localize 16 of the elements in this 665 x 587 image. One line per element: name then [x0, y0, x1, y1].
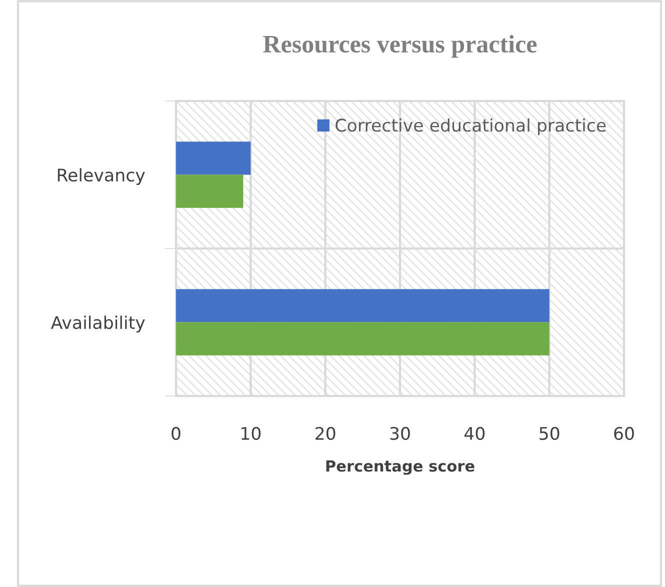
- bar: [176, 289, 550, 322]
- x-tick-label: 60: [614, 426, 634, 440]
- bar: [176, 174, 244, 208]
- x-tick-label: 40: [464, 426, 485, 440]
- x-tick-label: 30: [390, 426, 410, 440]
- x-tick-label: 20: [316, 426, 336, 440]
- x-axis-title: Percentage score: [326, 460, 474, 475]
- chart-title: Resources versus practice: [263, 35, 537, 58]
- bar: [176, 142, 251, 175]
- y-tick-label: Availability: [50, 316, 145, 332]
- x-tick-label: 10: [242, 426, 261, 440]
- y-tick-label: Relevancy: [58, 168, 145, 185]
- bar: [176, 322, 550, 356]
- legend-label: Corrective educational practice: [336, 118, 606, 136]
- x-tick-label: 0: [172, 426, 180, 440]
- x-tick-label: 50: [540, 426, 560, 440]
